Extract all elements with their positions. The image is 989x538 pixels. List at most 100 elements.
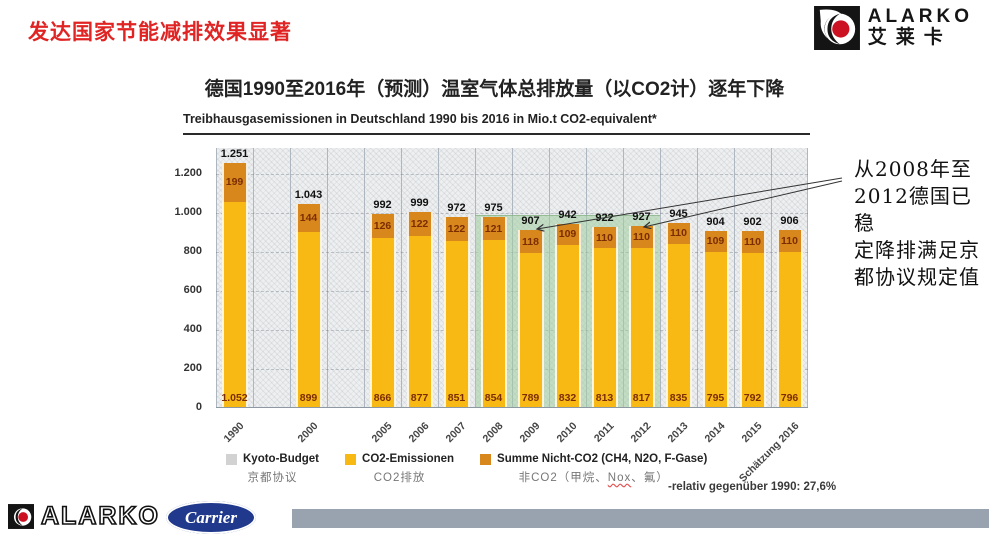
total-value-label: 942 <box>558 208 577 221</box>
bar-2010: 832 109 942 <box>554 209 581 407</box>
column-separator <box>401 148 402 407</box>
total-value-label: 927 <box>632 211 651 224</box>
bar-Schätzung 2016: 796 110 906 <box>776 215 803 407</box>
total-value-label: 907 <box>521 215 540 228</box>
nicht-co2-value-label: 144 <box>299 211 318 224</box>
alarko-brand-icon <box>813 6 860 50</box>
y-tick-label: 800 <box>183 245 202 257</box>
co2-value-label: 813 <box>595 392 614 404</box>
co2-value-label: 795 <box>706 392 725 404</box>
bar-segment-co2 <box>406 236 433 407</box>
bar-segment-nicht-co2 <box>517 230 544 254</box>
footer-alarko-logo: ALARKO <box>8 501 160 531</box>
column-separator <box>216 148 217 407</box>
co2-value-label: 854 <box>484 392 503 404</box>
bar-2008: 854 121 975 <box>480 202 507 407</box>
gridline <box>216 174 808 175</box>
co2-value-label: 792 <box>743 392 762 404</box>
bar-segment-co2 <box>591 248 618 407</box>
bar-2013: 835 110 945 <box>665 208 692 407</box>
column-separator <box>438 148 439 407</box>
co2-value-label: 877 <box>410 392 429 404</box>
total-value-label: 992 <box>373 198 392 211</box>
column-separator <box>771 148 772 407</box>
bar-2005: 866 126 992 <box>369 199 396 407</box>
legend-label: Summe Nicht-CO2 (CH4, N2O, F-Gase) <box>497 453 708 465</box>
bar-segment-nicht-co2 <box>591 227 618 249</box>
relative-change-note: -relativ gegenüber 1990: 27,6% <box>668 481 837 493</box>
bar-segment-nicht-co2 <box>702 230 729 252</box>
footer-alarko-icon <box>8 504 34 529</box>
co2-value-label: 835 <box>669 392 688 404</box>
nicht-co2-value-label: 110 <box>596 231 613 244</box>
bar-2006: 877 122 999 <box>406 197 433 407</box>
y-tick-label: 400 <box>183 323 202 335</box>
column-separator <box>660 148 661 407</box>
bar-segment-nicht-co2 <box>480 216 507 241</box>
nicht-co2-value-label: 118 <box>522 235 539 248</box>
bar-2012: 817 110 927 <box>628 211 655 407</box>
page-title: 发达国家节能减排效果显著 <box>28 21 292 44</box>
column-separator <box>807 148 808 407</box>
nicht-co2-value-label: 109 <box>558 228 577 241</box>
total-value-label: 904 <box>706 215 725 228</box>
footer-carrier-text: Carrier <box>185 507 237 527</box>
bar-2000: 899 144 1.043 <box>295 189 322 407</box>
bar-segment-co2 <box>628 247 655 407</box>
column-separator <box>364 148 365 407</box>
nicht-co2-value-label: 126 <box>373 219 392 232</box>
footer-alarko-text: ALARKO <box>40 501 160 531</box>
total-value-label: 1.251 <box>220 148 249 161</box>
nicht-co2-value-label: 110 <box>781 235 798 248</box>
legend-label: CO2-Emissionen <box>362 453 455 465</box>
nicht-co2-value-label: 122 <box>410 218 429 231</box>
bar-segment-co2 <box>480 240 507 407</box>
total-value-label: 975 <box>484 201 503 214</box>
bar-segment-co2 <box>702 251 729 407</box>
nicht-co2-value-label: 110 <box>744 235 761 248</box>
legend-item: Kyoto-Budget 京都协议 <box>226 453 319 485</box>
column-separator <box>697 148 698 407</box>
bar-2007: 851 122 972 <box>443 202 470 407</box>
bar-segment-co2 <box>443 241 470 407</box>
bar-segment-co2 <box>665 244 692 407</box>
bar-segment-nicht-co2 <box>295 203 322 232</box>
annotation-callout: 从2008年至 2012德国已稳 定降排满足京 都协议规定值 <box>854 156 986 291</box>
co2-value-label: 1.052 <box>221 392 248 404</box>
brand-name-cn: 艾莱卡 <box>867 27 952 48</box>
annotation-line: 2012德国已稳 <box>854 184 972 235</box>
total-value-label: 972 <box>447 202 466 215</box>
bar-segment-nicht-co2 <box>739 231 766 253</box>
nicht-co2-value-label: 109 <box>706 235 725 248</box>
legend-item: CO2-Emissionen CO2排放 <box>345 453 454 485</box>
brand-text: ALARKO 艾莱卡 <box>867 6 973 49</box>
nicht-co2-value-label: 110 <box>633 230 650 243</box>
co2-value-label: 796 <box>780 392 799 404</box>
annotation-line: 从2008年至 <box>854 157 972 181</box>
y-tick-label: 0 <box>195 401 202 413</box>
total-value-label: 902 <box>743 216 762 229</box>
bar-2011: 813 110 922 <box>591 212 618 407</box>
legend-swatch <box>226 453 237 465</box>
bar-segment-co2 <box>517 253 544 407</box>
bar-segment-co2 <box>739 252 766 407</box>
legend-label: Kyoto-Budget <box>243 453 320 465</box>
total-value-label: 922 <box>595 212 614 225</box>
bar-segment-nicht-co2 <box>628 226 655 248</box>
brand-name: ALARKO <box>867 6 973 28</box>
bar-segment-nicht-co2 <box>406 212 433 236</box>
column-separator <box>253 148 254 407</box>
bar-segment-nicht-co2 <box>369 213 396 239</box>
legend: Kyoto-Budget 京都协议 CO2-Emissionen CO2排放 Summe… <box>226 453 707 485</box>
bar-segment-nicht-co2 <box>776 230 803 252</box>
chart-title: 德国1990至2016年（预测）温室气体总排放量（以CO2计）逐年下降 <box>204 79 785 100</box>
bar-segment-co2 <box>554 244 581 407</box>
chart-subtitle: Treibhausgasemissionen in Deutschland 19… <box>183 112 810 135</box>
co2-value-label: 832 <box>558 392 577 404</box>
total-value-label: 906 <box>780 215 799 228</box>
annotation-line: 定降排满足京 <box>854 238 980 262</box>
co2-value-label: 817 <box>632 392 651 404</box>
bar-segment-nicht-co2 <box>221 163 248 202</box>
bar-2015: 792 110 902 <box>739 216 766 407</box>
